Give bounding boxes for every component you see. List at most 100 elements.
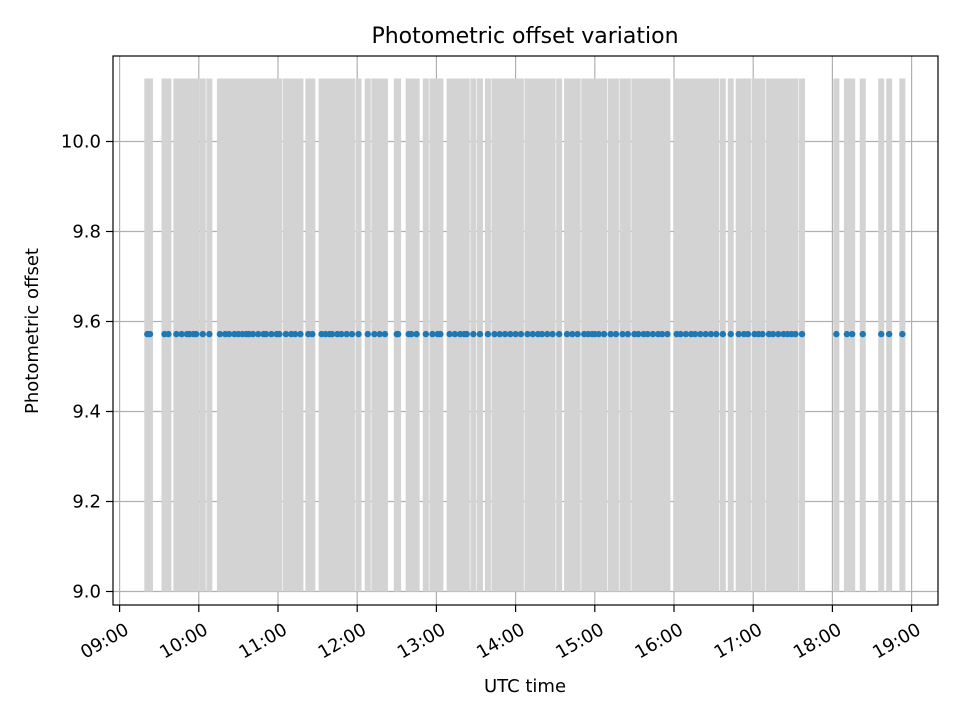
data-point (216, 330, 224, 338)
y-axis-label: Photometric offset (22, 248, 43, 414)
data-point (408, 330, 415, 338)
data-point (491, 330, 498, 338)
data-point (759, 330, 766, 338)
data-point (517, 330, 525, 338)
data-point (677, 330, 684, 338)
data-point (364, 330, 371, 338)
data-point (878, 330, 885, 338)
data-point (555, 330, 563, 338)
y-tick-label: 9.0 (72, 582, 101, 603)
data-point (619, 330, 626, 338)
data-point (282, 330, 290, 338)
data-point (291, 330, 299, 338)
data-point (476, 330, 484, 338)
chart-title: Photometric offset variation (371, 24, 678, 49)
data-point (691, 330, 699, 338)
data-point (644, 330, 651, 338)
data-point (713, 330, 720, 338)
data-point (798, 330, 806, 338)
data-point (422, 330, 430, 338)
data-point (348, 330, 356, 338)
data-point (849, 330, 856, 338)
data-point (381, 330, 389, 338)
y-tick-label: 9.4 (72, 402, 101, 423)
data-point (371, 330, 378, 338)
data-point (376, 330, 383, 338)
y-axis: 9.0 9.2 9.4 9.6 9.8 10.0 (61, 132, 113, 603)
data-point (775, 330, 782, 338)
data-point (199, 330, 206, 338)
data-point (664, 330, 671, 338)
data-point (524, 330, 531, 338)
data-point (446, 330, 453, 338)
data-point (394, 330, 402, 338)
data-point (719, 330, 727, 338)
data-point (470, 330, 477, 338)
data-point (563, 330, 571, 338)
data-point (885, 330, 893, 338)
data-point (899, 330, 906, 338)
y-tick-label: 9.2 (72, 492, 101, 513)
data-point (173, 330, 180, 338)
data-point (682, 330, 690, 338)
y-tick-label: 9.6 (72, 312, 101, 333)
data-point (859, 330, 866, 338)
data-point (437, 330, 444, 338)
data-point (255, 330, 262, 338)
data-point (429, 330, 436, 338)
data-point (574, 330, 581, 338)
data-point (697, 330, 704, 338)
data-point (833, 330, 840, 338)
data-point (192, 330, 200, 338)
data-point (249, 330, 257, 338)
data-point (658, 330, 666, 338)
y-tick-label: 9.8 (72, 222, 101, 243)
data-point (569, 330, 576, 338)
data-point (549, 330, 556, 338)
data-point (225, 330, 233, 338)
data-point (507, 330, 514, 338)
data-point (744, 330, 752, 338)
data-point (262, 330, 270, 338)
data-point (268, 330, 275, 338)
data-point (600, 330, 608, 338)
data-point (178, 330, 185, 338)
data-point (702, 330, 709, 338)
data-point (146, 330, 154, 338)
data-point (538, 330, 546, 338)
data-point (328, 330, 336, 338)
data-point (512, 330, 519, 338)
data-points (144, 330, 906, 338)
data-point (843, 330, 851, 338)
data-point (607, 330, 614, 338)
data-point (413, 330, 420, 338)
data-point (792, 330, 799, 338)
data-point (309, 330, 316, 338)
data-point (355, 330, 362, 338)
data-point (484, 330, 492, 338)
data-point (544, 330, 551, 338)
y-tick-label: 10.0 (61, 132, 101, 153)
data-point (206, 330, 213, 338)
data-point (276, 330, 283, 338)
data-point (451, 330, 459, 338)
data-point (338, 330, 345, 338)
data-point (595, 330, 602, 338)
data-point (612, 330, 620, 338)
data-point (624, 330, 631, 338)
data-point (297, 330, 304, 338)
data-point (501, 330, 509, 338)
data-point (769, 330, 777, 338)
data-point (165, 330, 172, 338)
data-point (727, 330, 734, 338)
data-point (529, 330, 536, 338)
data-point (649, 330, 657, 338)
plot-frame (112, 55, 939, 606)
data-point (707, 330, 715, 338)
data-point (635, 330, 642, 338)
x-axis-label: UTC time (484, 676, 566, 697)
data-point (463, 330, 470, 338)
data-point (496, 330, 503, 338)
data-point (735, 330, 742, 338)
